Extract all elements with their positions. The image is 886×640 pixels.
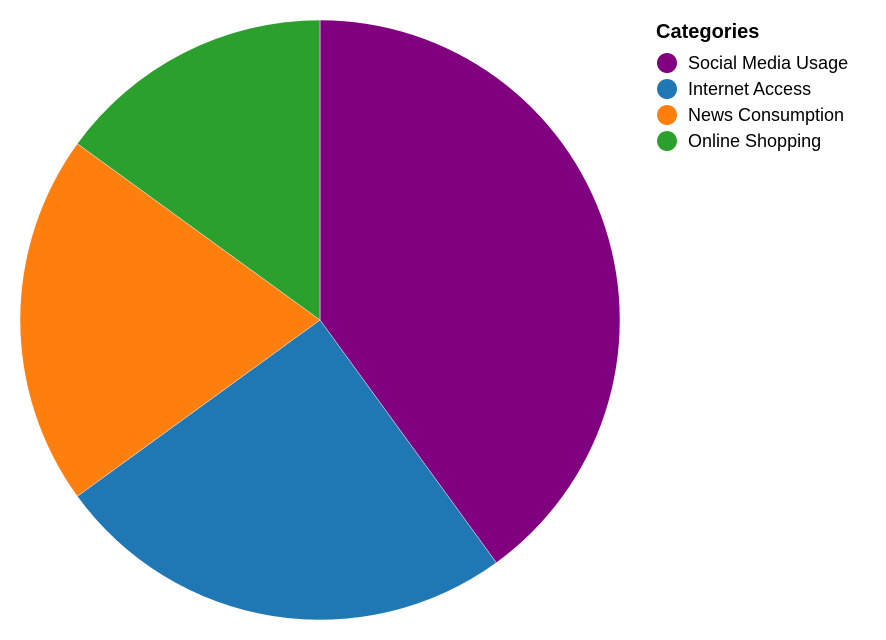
legend-item-internet-access: Internet Access — [657, 79, 811, 99]
pie-slices — [19, 19, 621, 621]
legend-swatch — [657, 131, 677, 151]
legend: Categories Social Media Usage Internet Ac… — [656, 21, 848, 151]
legend-item-online-shopping: Online Shopping — [657, 131, 821, 151]
legend-label: Internet Access — [688, 79, 811, 99]
legend-title: Categories — [656, 21, 759, 43]
legend-swatch — [657, 53, 677, 73]
legend-items: Social Media Usage Internet Access News Co… — [657, 53, 848, 151]
legend-label: News Consumption — [688, 105, 844, 125]
pie-slice-social-media-usage — [319, 19, 621, 564]
legend-label: Social Media Usage — [688, 53, 848, 73]
legend-swatch — [657, 79, 677, 99]
legend-item-social-media-usage: Social Media Usage — [657, 53, 848, 73]
pie-slice-news-consumption — [19, 143, 321, 497]
legend-item-news-consumption: News Consumption — [657, 105, 844, 125]
pie-slice-online-shopping — [76, 19, 321, 321]
legend-label: Online Shopping — [688, 131, 821, 151]
pie-slice-internet-access — [76, 319, 497, 621]
legend-swatch — [657, 105, 677, 125]
